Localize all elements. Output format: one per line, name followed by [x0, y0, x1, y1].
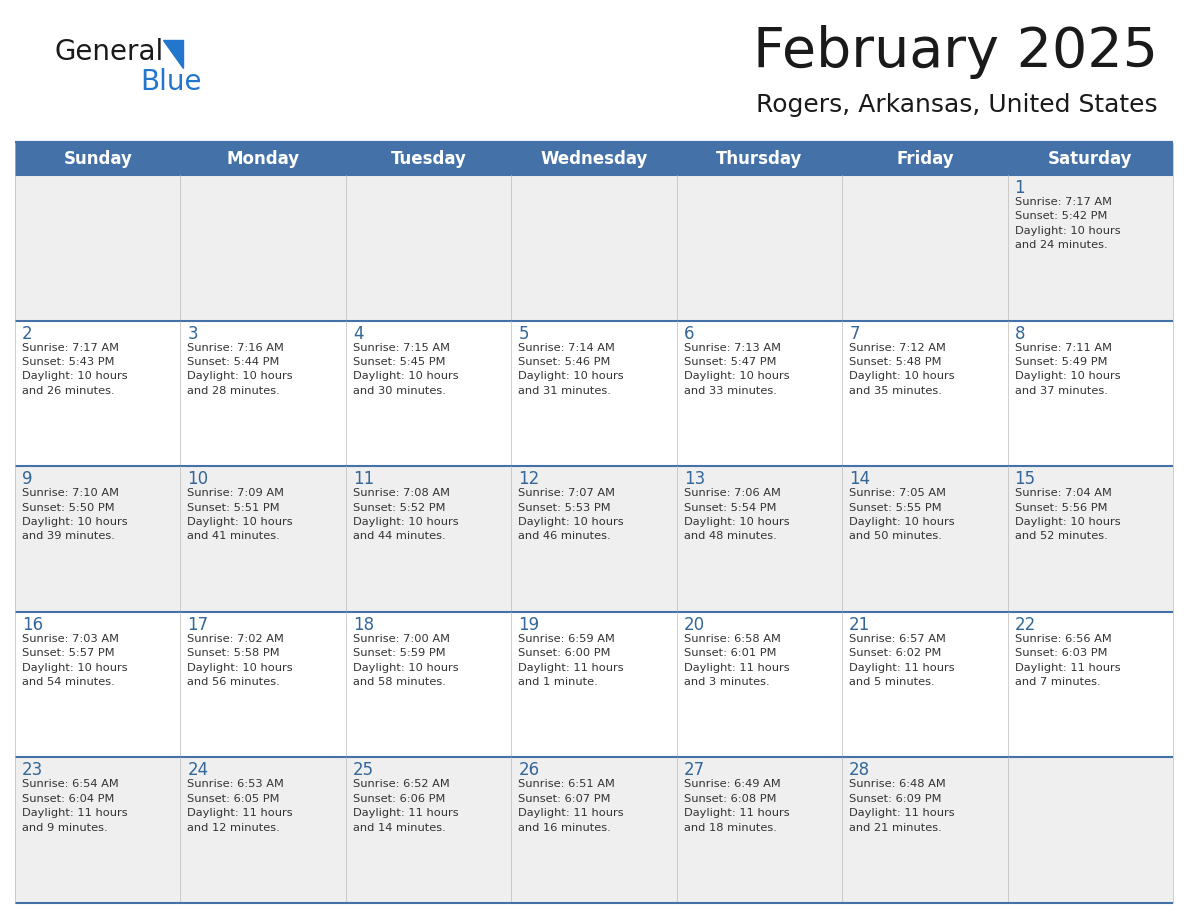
Text: Tuesday: Tuesday — [391, 150, 467, 168]
Text: Friday: Friday — [896, 150, 954, 168]
Polygon shape — [163, 40, 183, 68]
Text: Sunrise: 7:12 AM
Sunset: 5:48 PM
Daylight: 10 hours
and 35 minutes.: Sunrise: 7:12 AM Sunset: 5:48 PM Dayligh… — [849, 342, 955, 396]
Text: 25: 25 — [353, 761, 374, 779]
Text: Sunrise: 6:49 AM
Sunset: 6:08 PM
Daylight: 11 hours
and 18 minutes.: Sunrise: 6:49 AM Sunset: 6:08 PM Dayligh… — [684, 779, 789, 833]
Text: 8: 8 — [1015, 325, 1025, 342]
Text: Sunrise: 7:14 AM
Sunset: 5:46 PM
Daylight: 10 hours
and 31 minutes.: Sunrise: 7:14 AM Sunset: 5:46 PM Dayligh… — [518, 342, 624, 396]
Text: 10: 10 — [188, 470, 209, 488]
Text: Sunrise: 7:03 AM
Sunset: 5:57 PM
Daylight: 10 hours
and 54 minutes.: Sunrise: 7:03 AM Sunset: 5:57 PM Dayligh… — [23, 633, 127, 687]
Text: 3: 3 — [188, 325, 198, 342]
Text: Sunrise: 7:17 AM
Sunset: 5:43 PM
Daylight: 10 hours
and 26 minutes.: Sunrise: 7:17 AM Sunset: 5:43 PM Dayligh… — [23, 342, 127, 396]
Text: Sunrise: 7:02 AM
Sunset: 5:58 PM
Daylight: 10 hours
and 56 minutes.: Sunrise: 7:02 AM Sunset: 5:58 PM Dayligh… — [188, 633, 293, 687]
Text: Sunrise: 7:05 AM
Sunset: 5:55 PM
Daylight: 10 hours
and 50 minutes.: Sunrise: 7:05 AM Sunset: 5:55 PM Dayligh… — [849, 488, 955, 542]
Text: Sunrise: 6:57 AM
Sunset: 6:02 PM
Daylight: 11 hours
and 5 minutes.: Sunrise: 6:57 AM Sunset: 6:02 PM Dayligh… — [849, 633, 955, 687]
Text: 17: 17 — [188, 616, 209, 633]
Text: Sunrise: 6:48 AM
Sunset: 6:09 PM
Daylight: 11 hours
and 21 minutes.: Sunrise: 6:48 AM Sunset: 6:09 PM Dayligh… — [849, 779, 955, 833]
Text: Rogers, Arkansas, United States: Rogers, Arkansas, United States — [757, 93, 1158, 117]
Text: 22: 22 — [1015, 616, 1036, 633]
Text: Sunrise: 7:13 AM
Sunset: 5:47 PM
Daylight: 10 hours
and 33 minutes.: Sunrise: 7:13 AM Sunset: 5:47 PM Dayligh… — [684, 342, 789, 396]
Text: Sunrise: 6:54 AM
Sunset: 6:04 PM
Daylight: 11 hours
and 9 minutes.: Sunrise: 6:54 AM Sunset: 6:04 PM Dayligh… — [23, 779, 127, 833]
Text: 7: 7 — [849, 325, 860, 342]
Text: 19: 19 — [518, 616, 539, 633]
Text: Sunrise: 7:08 AM
Sunset: 5:52 PM
Daylight: 10 hours
and 44 minutes.: Sunrise: 7:08 AM Sunset: 5:52 PM Dayligh… — [353, 488, 459, 542]
Text: 5: 5 — [518, 325, 529, 342]
Text: 21: 21 — [849, 616, 871, 633]
Text: Sunday: Sunday — [63, 150, 132, 168]
Text: 18: 18 — [353, 616, 374, 633]
Text: Sunrise: 7:16 AM
Sunset: 5:44 PM
Daylight: 10 hours
and 28 minutes.: Sunrise: 7:16 AM Sunset: 5:44 PM Dayligh… — [188, 342, 293, 396]
Bar — [15, 175, 1173, 320]
Text: Sunrise: 7:17 AM
Sunset: 5:42 PM
Daylight: 10 hours
and 24 minutes.: Sunrise: 7:17 AM Sunset: 5:42 PM Dayligh… — [1015, 197, 1120, 251]
Text: 14: 14 — [849, 470, 871, 488]
Text: Blue: Blue — [140, 68, 202, 96]
Text: 16: 16 — [23, 616, 43, 633]
Text: 28: 28 — [849, 761, 871, 779]
Text: 11: 11 — [353, 470, 374, 488]
Text: February 2025: February 2025 — [753, 25, 1158, 79]
Text: Sunrise: 6:59 AM
Sunset: 6:00 PM
Daylight: 11 hours
and 1 minute.: Sunrise: 6:59 AM Sunset: 6:00 PM Dayligh… — [518, 633, 624, 687]
Text: 23: 23 — [23, 761, 43, 779]
Text: 4: 4 — [353, 325, 364, 342]
Text: Sunrise: 6:51 AM
Sunset: 6:07 PM
Daylight: 11 hours
and 16 minutes.: Sunrise: 6:51 AM Sunset: 6:07 PM Dayligh… — [518, 779, 624, 833]
Text: Sunrise: 7:15 AM
Sunset: 5:45 PM
Daylight: 10 hours
and 30 minutes.: Sunrise: 7:15 AM Sunset: 5:45 PM Dayligh… — [353, 342, 459, 396]
Text: 15: 15 — [1015, 470, 1036, 488]
Text: Saturday: Saturday — [1048, 150, 1132, 168]
Text: Sunrise: 7:10 AM
Sunset: 5:50 PM
Daylight: 10 hours
and 39 minutes.: Sunrise: 7:10 AM Sunset: 5:50 PM Dayligh… — [23, 488, 127, 542]
Text: Sunrise: 7:04 AM
Sunset: 5:56 PM
Daylight: 10 hours
and 52 minutes.: Sunrise: 7:04 AM Sunset: 5:56 PM Dayligh… — [1015, 488, 1120, 542]
Text: 26: 26 — [518, 761, 539, 779]
Text: 27: 27 — [684, 761, 704, 779]
Text: Thursday: Thursday — [716, 150, 803, 168]
Bar — [15, 143, 1173, 175]
Text: 24: 24 — [188, 761, 209, 779]
Text: Sunrise: 6:56 AM
Sunset: 6:03 PM
Daylight: 11 hours
and 7 minutes.: Sunrise: 6:56 AM Sunset: 6:03 PM Dayligh… — [1015, 633, 1120, 687]
Text: Sunrise: 7:09 AM
Sunset: 5:51 PM
Daylight: 10 hours
and 41 minutes.: Sunrise: 7:09 AM Sunset: 5:51 PM Dayligh… — [188, 488, 293, 542]
Bar — [15, 466, 1173, 611]
Text: 20: 20 — [684, 616, 704, 633]
Text: Sunrise: 7:00 AM
Sunset: 5:59 PM
Daylight: 10 hours
and 58 minutes.: Sunrise: 7:00 AM Sunset: 5:59 PM Dayligh… — [353, 633, 459, 687]
Text: Wednesday: Wednesday — [541, 150, 647, 168]
Bar — [15, 611, 1173, 757]
Text: Sunrise: 7:07 AM
Sunset: 5:53 PM
Daylight: 10 hours
and 46 minutes.: Sunrise: 7:07 AM Sunset: 5:53 PM Dayligh… — [518, 488, 624, 542]
Text: 2: 2 — [23, 325, 32, 342]
Text: Sunrise: 6:58 AM
Sunset: 6:01 PM
Daylight: 11 hours
and 3 minutes.: Sunrise: 6:58 AM Sunset: 6:01 PM Dayligh… — [684, 633, 789, 687]
Bar — [15, 757, 1173, 903]
Text: 13: 13 — [684, 470, 704, 488]
Text: Monday: Monday — [227, 150, 299, 168]
Text: 12: 12 — [518, 470, 539, 488]
Text: Sunrise: 7:11 AM
Sunset: 5:49 PM
Daylight: 10 hours
and 37 minutes.: Sunrise: 7:11 AM Sunset: 5:49 PM Dayligh… — [1015, 342, 1120, 396]
Text: 6: 6 — [684, 325, 694, 342]
Text: Sunrise: 6:52 AM
Sunset: 6:06 PM
Daylight: 11 hours
and 14 minutes.: Sunrise: 6:52 AM Sunset: 6:06 PM Dayligh… — [353, 779, 459, 833]
Text: Sunrise: 7:06 AM
Sunset: 5:54 PM
Daylight: 10 hours
and 48 minutes.: Sunrise: 7:06 AM Sunset: 5:54 PM Dayligh… — [684, 488, 789, 542]
Text: 9: 9 — [23, 470, 32, 488]
Bar — [15, 320, 1173, 466]
Text: General: General — [55, 38, 164, 66]
Text: 1: 1 — [1015, 179, 1025, 197]
Text: Sunrise: 6:53 AM
Sunset: 6:05 PM
Daylight: 11 hours
and 12 minutes.: Sunrise: 6:53 AM Sunset: 6:05 PM Dayligh… — [188, 779, 293, 833]
